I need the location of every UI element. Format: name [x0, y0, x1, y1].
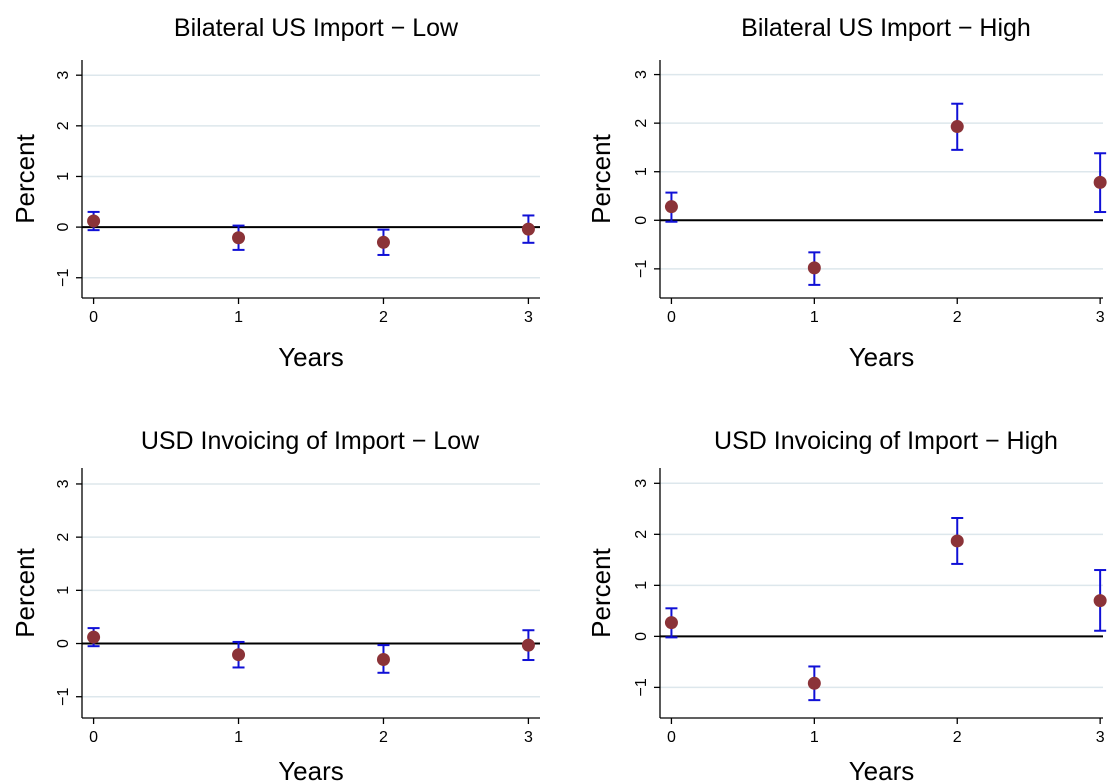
y-axis-label: Percent	[10, 547, 40, 637]
data-point	[664, 200, 678, 214]
y-tick-label: 0	[55, 223, 72, 232]
panel-bilateral-us-import-high: −1 0 1 2 3 0 1 2 3 Bilateral US Import − High Year…	[586, 14, 1107, 372]
y-tick-label: 3	[633, 70, 650, 79]
y-tick-label: 2	[55, 121, 72, 130]
chart-title: Bilateral US Import − Low	[174, 14, 459, 42]
data-point	[87, 214, 101, 228]
x-tick-label: 0	[667, 729, 676, 746]
panel-usd-invoicing-low: −1 0 1 2 3 0 1 2 3 USD Invoicing of Import − Low Y…	[10, 427, 540, 784]
y-tick-label: 1	[55, 586, 72, 595]
y-tick-label: 3	[633, 479, 650, 488]
data-point	[807, 676, 821, 690]
x-tick-label: 0	[89, 729, 98, 746]
data-point	[950, 120, 964, 134]
data-point	[87, 630, 101, 644]
y-axis-label: Percent	[10, 133, 40, 223]
y-tick-label: 0	[55, 639, 72, 648]
y-tick-label: 1	[55, 172, 72, 181]
chart-title: USD Invoicing of Import − Low	[141, 427, 480, 455]
x-tick-label: 1	[234, 729, 243, 746]
x-tick-label: 3	[524, 729, 533, 746]
data-point	[521, 222, 535, 236]
y-tick-label: 0	[633, 632, 650, 641]
x-tick-label: 2	[953, 309, 962, 326]
y-tick-label: 2	[55, 533, 72, 542]
y-tick-label: 3	[55, 479, 72, 488]
x-axis-label: Years	[278, 756, 344, 784]
x-tick-label: 3	[1096, 729, 1105, 746]
chart-title: USD Invoicing of Import − High	[714, 427, 1058, 455]
data-point	[521, 638, 535, 652]
x-axis-label: Years	[849, 342, 915, 372]
y-tick-label: 1	[633, 581, 650, 590]
y-tick-label: 2	[633, 119, 650, 128]
x-tick-label: 3	[524, 309, 533, 326]
y-tick-label: 2	[633, 530, 650, 539]
y-tick-label: 1	[633, 167, 650, 176]
y-tick-label: 0	[633, 216, 650, 225]
data-point	[1093, 594, 1107, 608]
x-tick-label: 0	[667, 309, 676, 326]
x-axis-label: Years	[849, 756, 915, 784]
x-tick-label: 3	[1096, 309, 1105, 326]
x-tick-label: 2	[953, 729, 962, 746]
y-axis-label: Percent	[586, 547, 616, 637]
data-point	[807, 261, 821, 275]
data-point	[664, 616, 678, 630]
y-tick-label: 3	[55, 71, 72, 80]
chart-title: Bilateral US Import − High	[741, 14, 1031, 42]
y-tick-label: −1	[55, 688, 72, 706]
x-tick-label: 1	[234, 309, 243, 326]
x-tick-label: 1	[810, 309, 819, 326]
data-point	[232, 231, 246, 245]
data-point	[1093, 175, 1107, 189]
data-point	[376, 652, 390, 666]
panel-usd-invoicing-high: −1 0 1 2 3 0 1 2 3 USD Invoicing of Import − High…	[586, 427, 1107, 784]
y-tick-label: −1	[633, 678, 650, 696]
y-axis-label: Percent	[586, 133, 616, 223]
panel-bilateral-us-import-low: −1 0 1 2 3 0 1 2 3 Bilateral US Import − Low Years…	[10, 14, 540, 372]
x-axis-label: Years	[278, 342, 344, 372]
data-point	[376, 235, 390, 249]
y-tick-label: −1	[55, 269, 72, 287]
x-tick-label: 1	[810, 729, 819, 746]
y-tick-label: −1	[633, 260, 650, 278]
x-tick-label: 2	[379, 309, 388, 326]
x-tick-label: 2	[379, 729, 388, 746]
data-point	[232, 648, 246, 662]
data-point	[950, 534, 964, 548]
x-tick-label: 0	[89, 309, 98, 326]
